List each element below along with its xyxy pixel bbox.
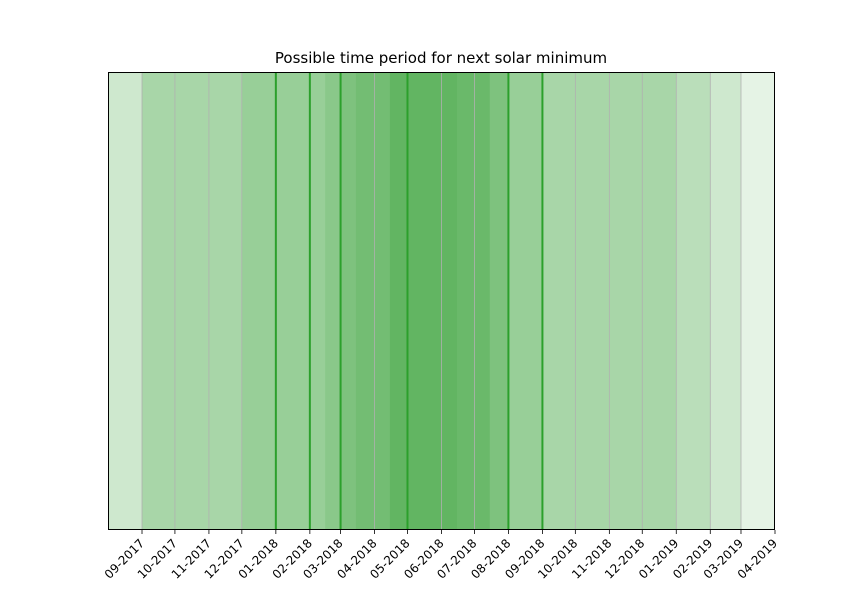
- plot-area: [108, 72, 775, 530]
- x-axis: 09-201710-201711-201712-201701-201802-20…: [102, 530, 780, 582]
- shaded-span-6: [340, 72, 509, 530]
- highlight-lines: [274, 72, 544, 530]
- shaded-span-4: [241, 72, 543, 530]
- chart-title: Possible time period for next solar mini…: [275, 49, 607, 67]
- shaded-span-8: [389, 72, 457, 530]
- shaded-span-7: [355, 72, 490, 530]
- plot-frame: [108, 72, 775, 530]
- shaded-spans: [108, 72, 775, 530]
- shaded-span-2: [142, 72, 711, 530]
- shaded-span-1: [108, 72, 741, 530]
- shaded-span-5: [325, 72, 509, 530]
- shaded-span-3: [142, 72, 677, 530]
